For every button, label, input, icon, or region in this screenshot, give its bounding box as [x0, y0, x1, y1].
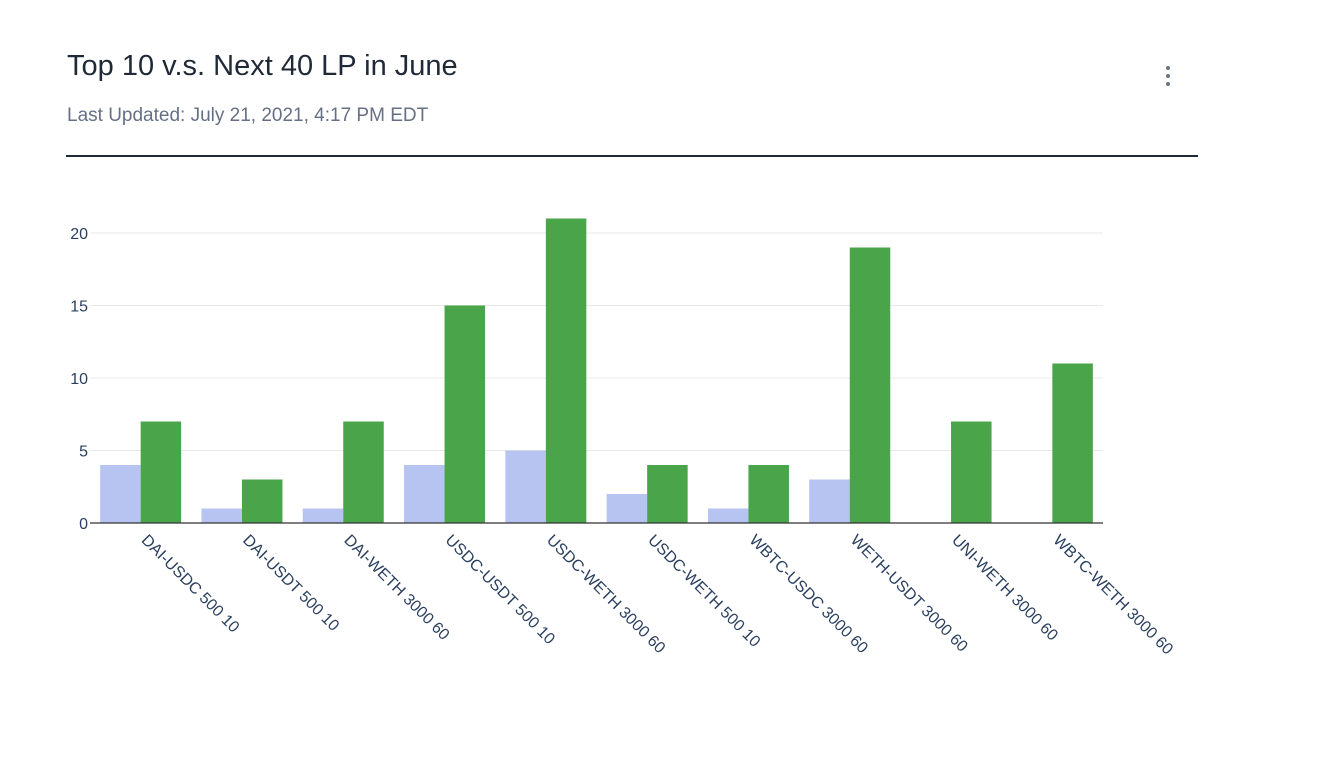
x-tick-label: DAI-USDC 500 10 [138, 532, 243, 637]
bar-series2 [241, 479, 283, 523]
bar-series1 [100, 465, 141, 523]
bar-series2 [647, 465, 688, 523]
more-vertical-icon-dot [1166, 74, 1170, 78]
y-tick-label: 15 [70, 299, 88, 316]
chart-title: Top 10 v.s. Next 40 LP in June [67, 50, 458, 82]
bar-series2 [951, 421, 992, 523]
header-divider [66, 155, 1198, 157]
bar-series1 [707, 508, 749, 523]
more-vertical-icon [1166, 66, 1170, 70]
y-tick-label: 5 [79, 444, 88, 461]
bar-series2 [140, 421, 182, 523]
last-updated-text: Last Updated: July 21, 2021, 4:17 PM EDT [67, 105, 429, 126]
x-tick-label: DAI-WETH 3000 60 [340, 532, 452, 644]
card-header: Top 10 v.s. Next 40 LP in June Last Upda… [0, 0, 1328, 160]
x-tick-label: DAI-USDT 500 10 [239, 532, 342, 635]
more-vertical-icon-dot [1166, 82, 1170, 86]
bar-series1 [505, 450, 546, 523]
bar-series2 [748, 465, 789, 523]
y-tick-label: 20 [70, 226, 88, 243]
bar-series1 [606, 494, 648, 523]
x-tick-label: USDC-WETH 3000 60 [543, 532, 668, 657]
x-tick-label: UNI-WETH 3000 60 [948, 532, 1061, 645]
x-tick-label: WBTC-WETH 3000 60 [1050, 532, 1177, 659]
bar-series2 [343, 421, 384, 523]
y-tick-label: 0 [79, 516, 88, 533]
bar-series1 [404, 465, 445, 523]
bar-series1 [201, 508, 242, 523]
bar-series1 [302, 508, 344, 523]
more-options-button[interactable] [1152, 60, 1184, 92]
x-tick-label: WBTC-USDC 3000 60 [746, 532, 871, 657]
y-tick-label: 10 [70, 371, 88, 388]
bar-series1 [809, 479, 850, 523]
x-tick-label: WETH-USDT 3000 60 [847, 532, 971, 656]
bar-series2 [444, 305, 486, 523]
bar-series2 [1052, 363, 1093, 523]
bar-series2 [545, 218, 587, 523]
x-tick-label: USDC-WETH 500 10 [644, 532, 763, 651]
bar-series2 [849, 247, 891, 523]
x-tick-label: USDC-USDT 500 10 [442, 532, 558, 648]
